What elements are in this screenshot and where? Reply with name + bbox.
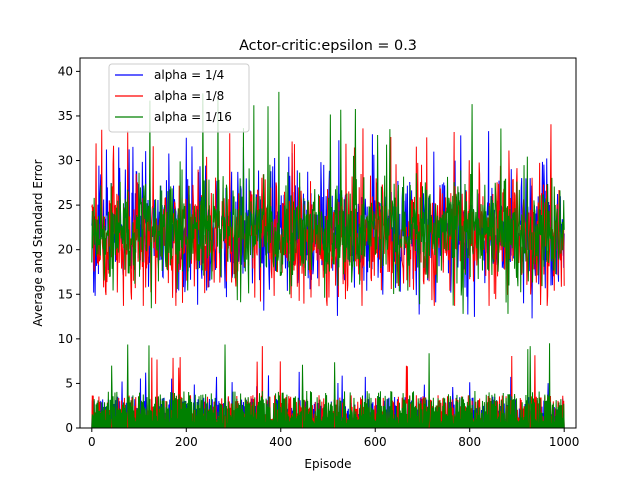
y-tick-label: 15	[58, 287, 73, 301]
y-tick-label: 25	[58, 198, 73, 212]
x-axis-title: Episode	[304, 457, 351, 471]
chart-title: Actor-critic:epsilon = 0.3	[239, 38, 417, 54]
series-layer	[91, 91, 565, 429]
x-tick-label: 800	[458, 435, 481, 449]
legend-frame	[108, 63, 250, 133]
x-tick-label: 400	[269, 435, 292, 449]
legend-label-3: alpha = 1/16	[154, 110, 232, 124]
x-axis: 0 200 400 600 800 1000	[88, 428, 579, 449]
average-line-3	[91, 91, 565, 314]
y-tick-label: 0	[65, 421, 73, 435]
x-tick-label: 0	[88, 435, 96, 449]
y-axis: 0 5 10 15 20 25 30 35 40	[58, 64, 80, 435]
y-tick-label: 40	[58, 64, 73, 78]
x-tick-label: 1000	[549, 435, 580, 449]
legend-label-1: alpha = 1/4	[154, 68, 224, 82]
legend: alpha = 1/4 alpha = 1/8 alpha = 1/16	[108, 63, 250, 133]
x-tick-label: 200	[175, 435, 198, 449]
x-tick-label: 600	[364, 435, 387, 449]
y-axis-title: Average and Standard Error	[31, 159, 45, 326]
y-tick-label: 30	[58, 154, 73, 168]
y-tick-label: 10	[58, 332, 73, 346]
plot-frame	[79, 57, 577, 429]
y-tick-label: 5	[65, 376, 73, 390]
y-tick-label: 35	[58, 109, 73, 123]
legend-label-2: alpha = 1/8	[154, 89, 224, 103]
y-tick-label: 20	[58, 243, 73, 257]
